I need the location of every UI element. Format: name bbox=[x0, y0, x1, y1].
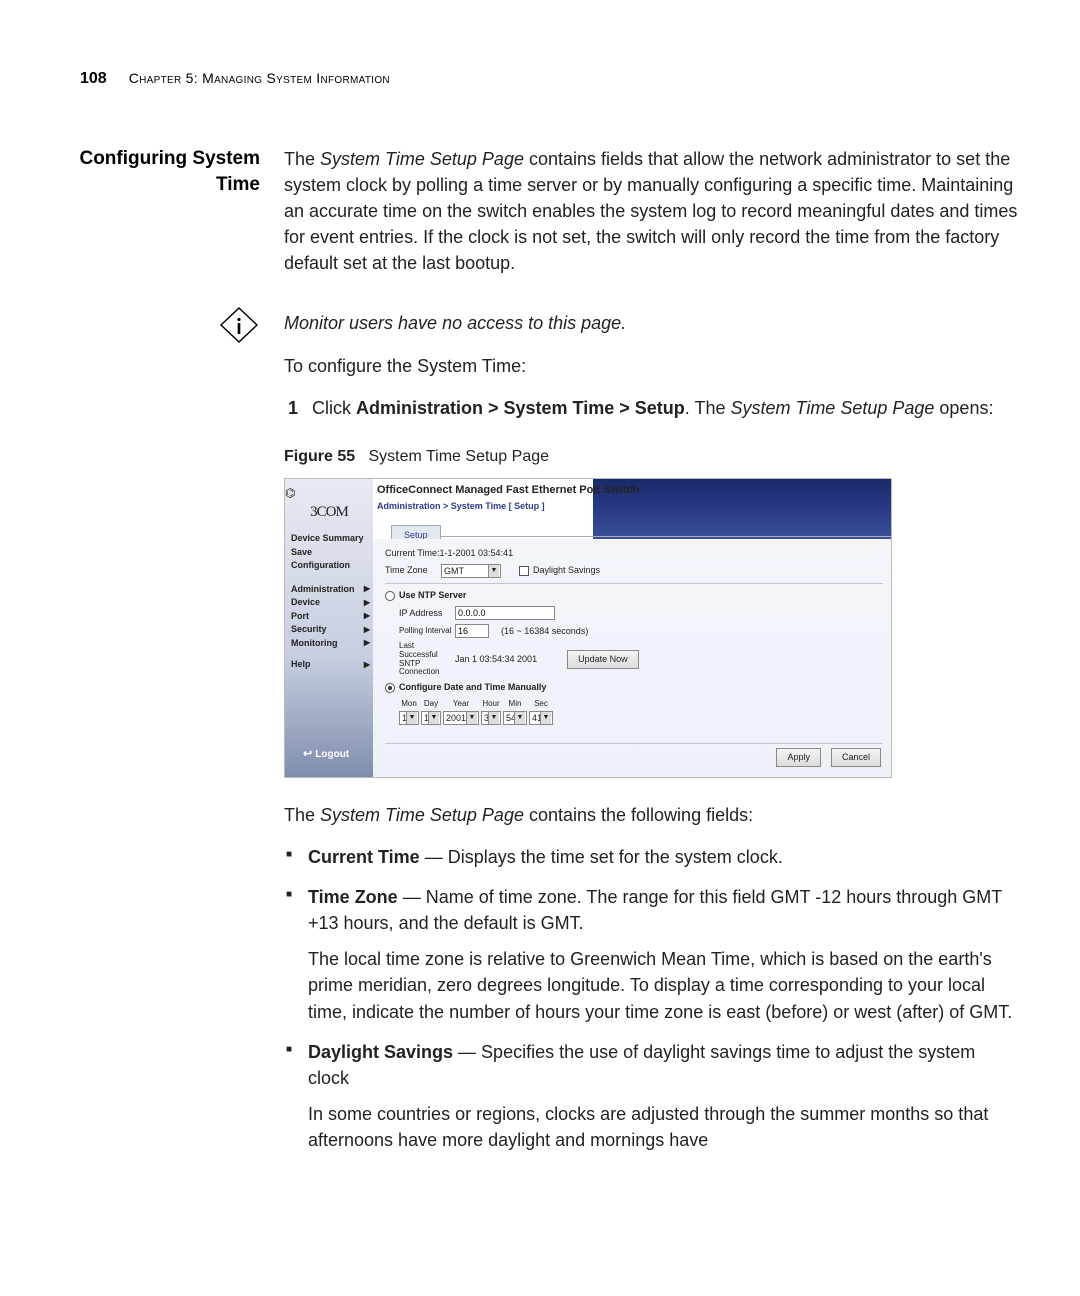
field-time-zone: Time Zone — Name of time zone. The range… bbox=[308, 884, 1020, 1024]
after-figure-text: The System Time Setup Page contains the … bbox=[284, 802, 1020, 828]
polling-input[interactable] bbox=[455, 624, 489, 638]
ip-input[interactable] bbox=[455, 606, 555, 620]
ip-label: IP Address bbox=[399, 607, 455, 620]
update-now-button[interactable]: Update Now bbox=[567, 650, 639, 669]
polling-label: Polling Interval bbox=[399, 627, 455, 636]
logo-icon: ⌬ bbox=[285, 485, 373, 502]
hour-select[interactable]: 3 bbox=[481, 711, 501, 725]
radio-ntp[interactable] bbox=[385, 591, 395, 601]
sidebar-item-monitoring[interactable]: Monitoring▶ bbox=[291, 637, 373, 651]
polling-hint: (16 ~ 16384 seconds) bbox=[501, 625, 588, 638]
year-select[interactable]: 2001 bbox=[443, 711, 479, 725]
step-1: 1 Click Administration > System Time > S… bbox=[284, 395, 1020, 421]
logo-text: 3COM bbox=[285, 502, 373, 524]
configure-lead: To configure the System Time: bbox=[284, 353, 1020, 379]
chapter-title: Chapter 5: Managing System Information bbox=[129, 70, 390, 86]
time-zone-label: Time Zone bbox=[385, 564, 441, 577]
page-number: 108 bbox=[80, 70, 107, 88]
sidebar: ⌬ 3COM Device Summary Save Configuration… bbox=[285, 479, 373, 777]
sidebar-item-port[interactable]: Port▶ bbox=[291, 610, 373, 624]
info-note: Monitor users have no access to this pag… bbox=[284, 310, 1020, 336]
current-time-row: Current Time: 1-1-2001 03:54:41 bbox=[385, 547, 883, 560]
daylight-label: Daylight Savings bbox=[533, 564, 600, 577]
figure-caption: Figure 55 System Time Setup Page bbox=[284, 445, 1020, 468]
manual-radio-row[interactable]: Configure Date and Time Manually bbox=[385, 681, 883, 694]
field-current-time: Current Time — Displays the time set for… bbox=[308, 844, 1020, 870]
daylight-checkbox[interactable] bbox=[519, 566, 529, 576]
ntp-radio-row[interactable]: Use NTP Server bbox=[385, 589, 883, 602]
last-conn-value: Jan 1 03:54:34 2001 bbox=[455, 653, 537, 666]
radio-manual[interactable] bbox=[385, 683, 395, 693]
breadcrumb: Administration > System Time [ Setup ] bbox=[377, 500, 891, 513]
intro-paragraph: The System Time Setup Page contains fiel… bbox=[284, 146, 1020, 276]
apply-button[interactable]: Apply bbox=[776, 748, 821, 767]
sidebar-item-device-summary[interactable]: Device Summary bbox=[291, 532, 373, 546]
last-conn-label: Last Successful SNTP Connection bbox=[399, 642, 455, 677]
min-select[interactable]: 54 bbox=[503, 711, 527, 725]
cancel-button[interactable]: Cancel bbox=[831, 748, 881, 767]
datetime-selects: Mon1 Day1 Year2001 Hour3 Min54 Sec41 bbox=[399, 698, 883, 725]
section-heading: Configuring System Time bbox=[60, 146, 260, 197]
sidebar-item-security[interactable]: Security▶ bbox=[291, 623, 373, 637]
sec-select[interactable]: 41 bbox=[529, 711, 553, 725]
sidebar-item-device[interactable]: Device▶ bbox=[291, 596, 373, 610]
mon-select[interactable]: 1 bbox=[399, 711, 419, 725]
logout-link[interactable]: Logout bbox=[303, 747, 349, 763]
sidebar-item-help[interactable]: Help▶ bbox=[291, 658, 373, 672]
field-daylight: Daylight Savings — Specifies the use of … bbox=[308, 1039, 1020, 1153]
day-select[interactable]: 1 bbox=[421, 711, 441, 725]
time-zone-select[interactable]: GMT bbox=[441, 564, 501, 578]
product-name: OfficeConnect Managed Fast Ethernet PoE … bbox=[377, 483, 891, 499]
page-header: 108 Chapter 5: Managing System Informati… bbox=[80, 70, 1020, 88]
info-icon bbox=[218, 306, 260, 349]
sidebar-item-save-config[interactable]: Save Configuration bbox=[291, 546, 373, 573]
screenshot-system-time-setup: ⌬ 3COM Device Summary Save Configuration… bbox=[284, 478, 892, 778]
sidebar-item-administration[interactable]: Administration▶ bbox=[291, 583, 373, 597]
